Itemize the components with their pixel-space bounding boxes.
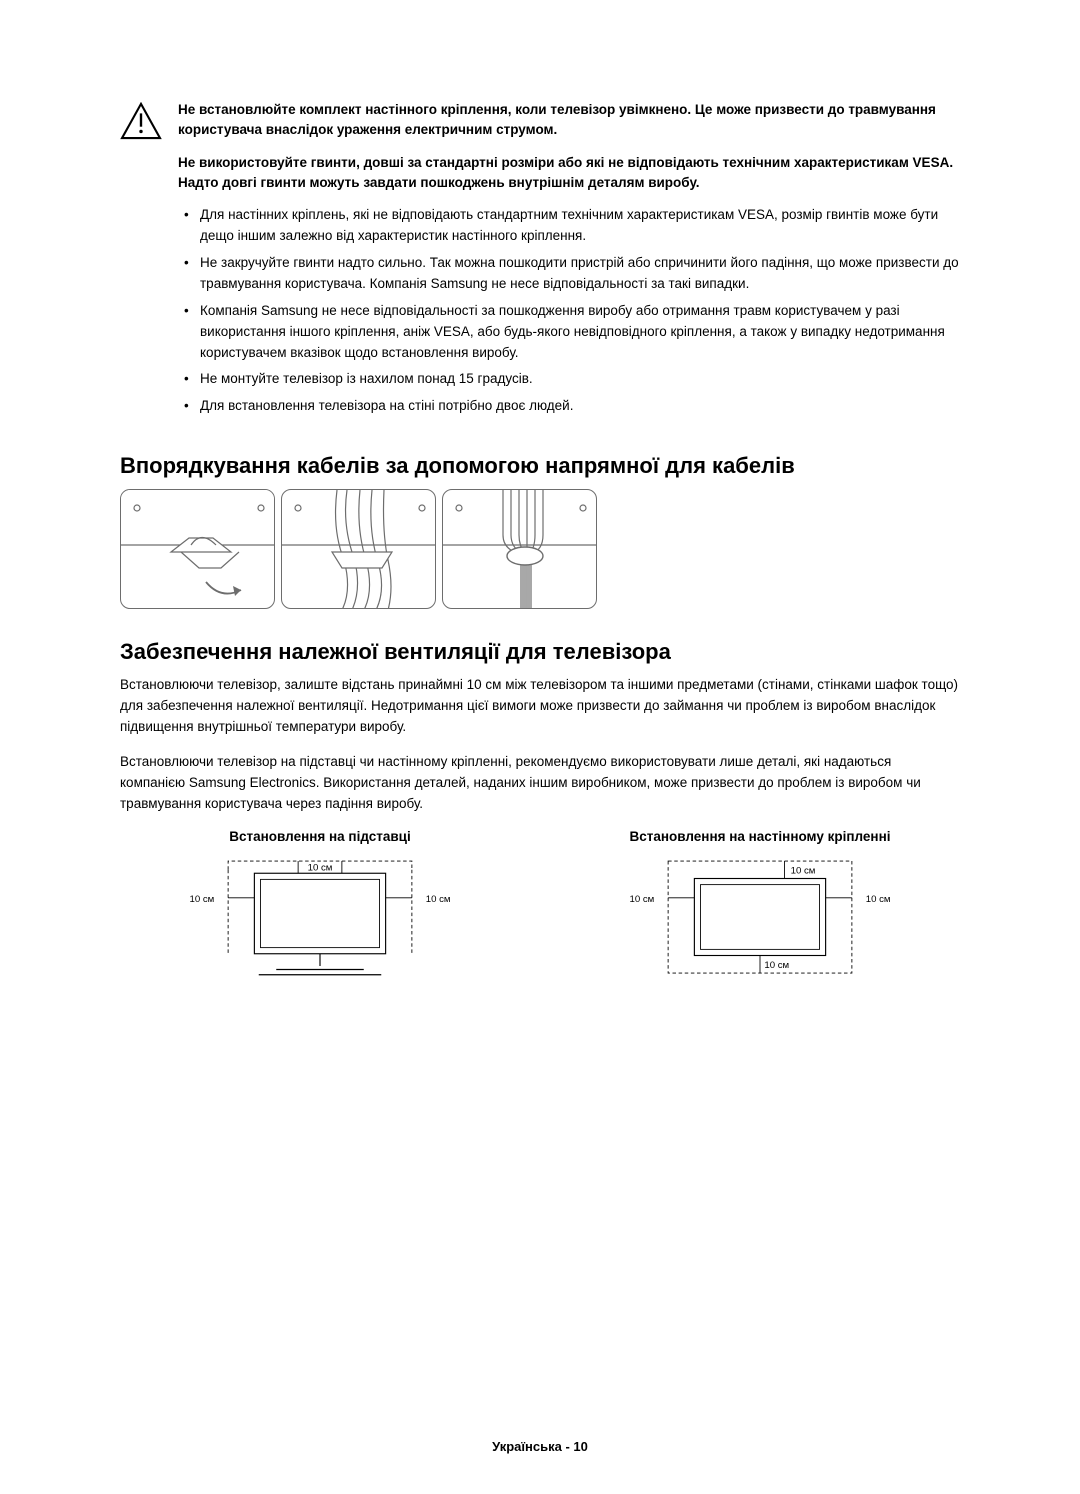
distance-label-right: 10 см: [426, 894, 451, 905]
section-heading-ventilation: Забезпечення належної вентиляції для тел…: [120, 639, 960, 665]
cable-figure-3: [442, 489, 597, 609]
bullet-item: Не монтуйте телевізор із нахилом понад 1…: [200, 369, 960, 390]
ventilation-para-1: Встановлюючи телевізор, залиште відстань…: [120, 675, 960, 738]
install-wall-diagram: 10 см 10 см 10 см 10 см: [560, 854, 960, 994]
warning-para-2: Не використовуйте гвинти, довші за станд…: [178, 153, 960, 194]
bullet-item: Для настінних кріплень, які не відповіда…: [200, 205, 960, 247]
bullet-item: Для встановлення телевізора на стіні пот…: [200, 396, 960, 417]
warning-block: Не встановлюйте комплект настінного кріп…: [120, 100, 960, 423]
distance-label-left: 10 см: [629, 894, 654, 905]
page-footer: Українська - 10: [0, 1439, 1080, 1454]
install-stand-diagram: 10 см 10 см 10 см: [120, 854, 520, 994]
install-wall-title: Встановлення на настінному кріпленні: [560, 829, 960, 844]
section-heading-cables: Впорядкування кабелів за допомогою напря…: [120, 453, 960, 479]
bullet-item: Не закручуйте гвинти надто сильно. Так м…: [200, 253, 960, 295]
install-wall-column: Встановлення на настінному кріпленні 10 …: [560, 829, 960, 994]
bullet-item: Компанія Samsung не несе відповідальност…: [200, 301, 960, 364]
distance-label-right: 10 см: [866, 894, 891, 905]
cable-figures-row: [120, 489, 960, 609]
install-stand-column: Встановлення на підставці 10 см 10 см: [120, 829, 520, 994]
ventilation-para-2: Встановлюючи телевізор на підставці чи н…: [120, 752, 960, 815]
distance-label-top: 10 см: [791, 865, 816, 876]
cable-figure-2: [281, 489, 436, 609]
install-stand-title: Встановлення на підставці: [120, 829, 520, 844]
warning-para-1: Не встановлюйте комплект настінного кріп…: [178, 100, 960, 141]
distance-label-bottom: 10 см: [764, 960, 789, 971]
installation-diagrams-row: Встановлення на підставці 10 см 10 см: [120, 829, 960, 994]
distance-label-top: 10 см: [308, 862, 333, 873]
cable-figure-1: [120, 489, 275, 609]
warning-content: Не встановлюйте комплект настінного кріп…: [178, 100, 960, 423]
distance-label-left: 10 см: [189, 894, 214, 905]
warning-bullets: Для настінних кріплень, які не відповіда…: [178, 205, 960, 417]
warning-icon: [120, 102, 162, 145]
